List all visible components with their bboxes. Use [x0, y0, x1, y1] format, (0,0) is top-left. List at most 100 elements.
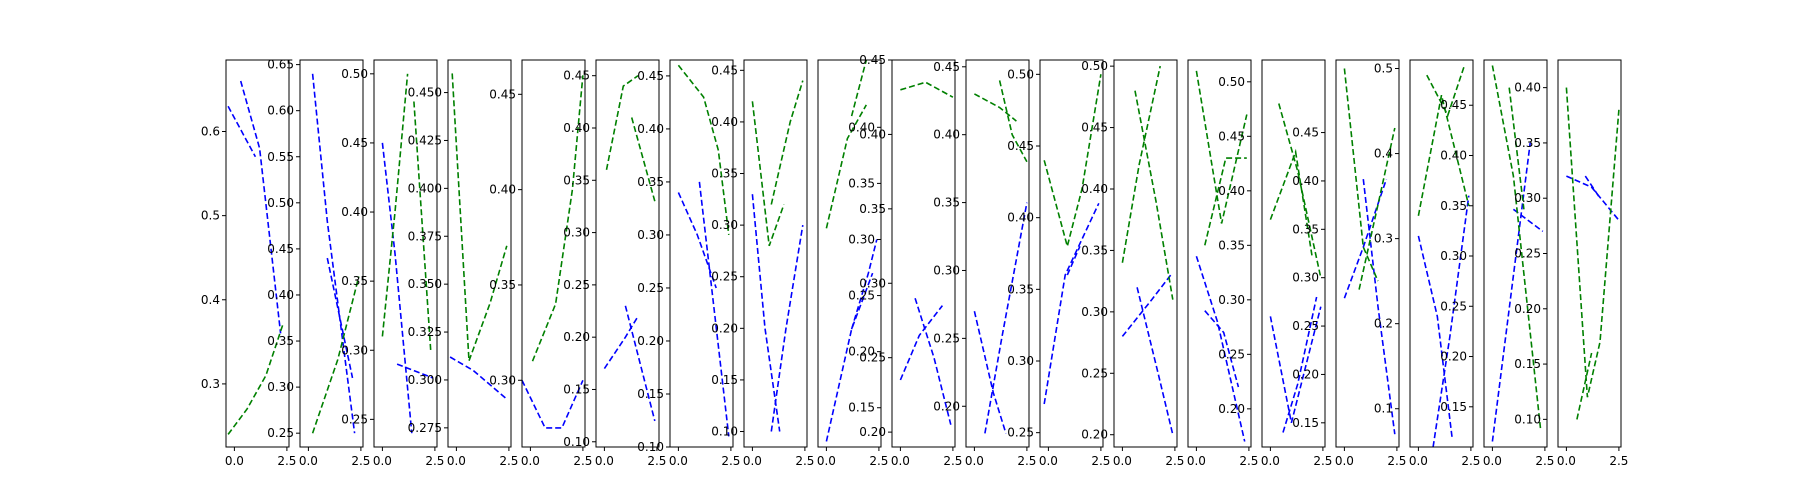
y-tick-label: 0.30 [637, 228, 664, 242]
y-tick-label: 0.25 [848, 289, 875, 303]
y-tick-label: 0.40 [933, 128, 960, 142]
y-tick-label: 0.45 [637, 69, 664, 83]
y-tick-label: 0.30 [1514, 191, 1541, 205]
series-line-series_a-2 [984, 202, 1028, 434]
y-tick-label: 0.25 [1292, 319, 1319, 333]
x-tick-label: 0.0 [521, 454, 540, 468]
series-line-series_a-1 [381, 142, 413, 434]
y-tick-label: 0.4 [201, 293, 220, 307]
series-line-series_a-1 [1566, 175, 1620, 221]
y-tick-label: 0.45 [489, 87, 516, 101]
series-line-series_b-1 [1043, 74, 1102, 250]
subplot-12: 0.0 2.50.250.300.350.400.450.50 [1007, 59, 1110, 468]
x-tick-label: 2.5 [1609, 454, 1628, 468]
series-line-series_b-2 [413, 101, 432, 351]
x-tick-label: 2.5 [499, 454, 518, 468]
series-line-series_a-2 [1204, 310, 1240, 388]
y-tick-label: 0.15 [1292, 416, 1319, 430]
y-tick-label: 0.20 [1514, 302, 1541, 316]
series-line-series_a-2 [1282, 296, 1318, 433]
series-line-series_a-1 [521, 379, 584, 429]
y-tick-label: 0.45 [859, 53, 886, 67]
axes-frame [595, 59, 660, 448]
y-tick-label: 0.30 [267, 380, 294, 394]
y-tick-label: 0.375 [408, 229, 442, 243]
series-line-series_b-2 [1508, 87, 1525, 210]
y-tick-label: 0.35 [1292, 222, 1319, 236]
y-tick-label: 0.25 [637, 281, 664, 295]
axes-frame [1039, 59, 1104, 448]
series-line-series_a-2 [1432, 195, 1470, 448]
y-tick-label: 0.15 [1440, 400, 1467, 414]
y-tick-label: 0.3 [201, 377, 220, 391]
y-tick-label: 0.6 [201, 125, 220, 139]
y-tick-label: 0.20 [1292, 367, 1319, 381]
series-line-series_b-2 [1576, 352, 1593, 420]
axes-frame [743, 59, 808, 448]
y-tick-label: 0.40 [341, 205, 368, 219]
x-tick-label: 2.5 [869, 454, 888, 468]
series-line-series_b-1 [1565, 87, 1620, 398]
series-line-series_b-1 [1417, 95, 1470, 216]
series-line-series_a-1 [1343, 178, 1388, 299]
y-tick-label: 0.30 [563, 226, 590, 240]
y-tick-label: 0.55 [267, 150, 294, 164]
x-tick-label: 0.0 [1335, 454, 1354, 468]
x-tick-label: 2.5 [1535, 454, 1554, 468]
x-tick-label: 2.5 [1387, 454, 1406, 468]
series-line-series_b-1 [531, 75, 584, 362]
y-tick-label: 0.35 [267, 334, 294, 348]
y-tick-label: 0.45 [1007, 139, 1034, 153]
y-tick-label: 0.40 [563, 121, 590, 135]
series-line-series_a-1 [825, 272, 874, 442]
y-tick-label: 0.20 [1440, 350, 1467, 364]
subplot-15: 0.0 2.5 0.15 0.20 0.25 0.30 0.35 0.40 0.45 [1261, 59, 1332, 468]
x-tick-label: 2.5 [573, 454, 592, 468]
y-tick-label: 0.15 [1514, 357, 1541, 371]
axes-frame [1557, 59, 1622, 448]
series-line-series_b-2 [850, 59, 868, 117]
y-tick-label: 0.35 [1514, 136, 1541, 150]
series-line-series_a-2 [239, 80, 282, 334]
x-tick-label: 0.0 [447, 454, 466, 468]
y-tick-label: 0.35 [848, 176, 875, 190]
subplot-18: 0.0 2.5 0.10 0.15 0.20 0.25 0.30 0.35 0.40 [1483, 59, 1554, 468]
y-tick-label: 0.5 [201, 209, 220, 223]
y-tick-label: 0.65 [267, 58, 294, 72]
series-line-series_a-1 [1043, 202, 1100, 405]
y-tick-label: 0.30 [489, 373, 516, 387]
axes-frame [1335, 59, 1400, 448]
series-line-series_b-1 [900, 81, 954, 98]
x-tick-label: 0.0 [1261, 454, 1280, 468]
x-tick-label: 2.5 [1165, 454, 1184, 468]
x-tick-label: 0.0 [891, 454, 910, 468]
series-line-series_a-1 [677, 192, 717, 289]
y-tick-label: 0.40 [1292, 174, 1319, 188]
y-tick-label: 0.15 [637, 387, 664, 401]
y-tick-label: 0.40 [637, 122, 664, 136]
y-tick-label: 0.30 [1218, 293, 1245, 307]
series-line-series_a-1 [449, 356, 508, 400]
subplot-5: 0.0 2.50.300.350.400.45 [489, 59, 592, 468]
y-tick-label: 0.20 [637, 334, 664, 348]
series-line-series_b-1 [1195, 70, 1248, 224]
subplot-7: 0.0 2.50.100.150.200.250.300.350.400.45 [637, 59, 740, 468]
axes-frame [817, 59, 882, 448]
axes-frame [447, 59, 512, 448]
series-line-series_a-1 [1121, 274, 1172, 337]
y-tick-label: 0.325 [408, 325, 442, 339]
y-tick-label: 0.45 [1218, 129, 1245, 143]
subplot-1: 0.0 2.5 0.3 0.4 0.5 0.6 [201, 59, 296, 468]
series-line-series_a-1 [1195, 255, 1246, 442]
axes-frame [1113, 59, 1178, 448]
x-tick-label: 2.5 [943, 454, 962, 468]
y-tick-label: 0.25 [859, 351, 886, 365]
y-tick-label: 0.50 [267, 196, 294, 210]
series-line-series_b-1 [1269, 148, 1314, 259]
x-tick-label: 0.0 [1409, 454, 1428, 468]
y-tick-label: 0.425 [408, 133, 442, 147]
y-tick-label: 0.20 [1218, 402, 1245, 416]
y-tick-label: 0.40 [848, 120, 875, 134]
subplot-10: 0.0 2.50.200.250.300.350.400.45 [859, 53, 962, 468]
y-tick-label: 0.20 [848, 345, 875, 359]
